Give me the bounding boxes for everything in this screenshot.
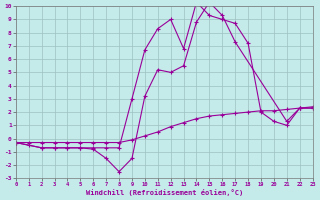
X-axis label: Windchill (Refroidissement éolien,°C): Windchill (Refroidissement éolien,°C) [85, 189, 243, 196]
